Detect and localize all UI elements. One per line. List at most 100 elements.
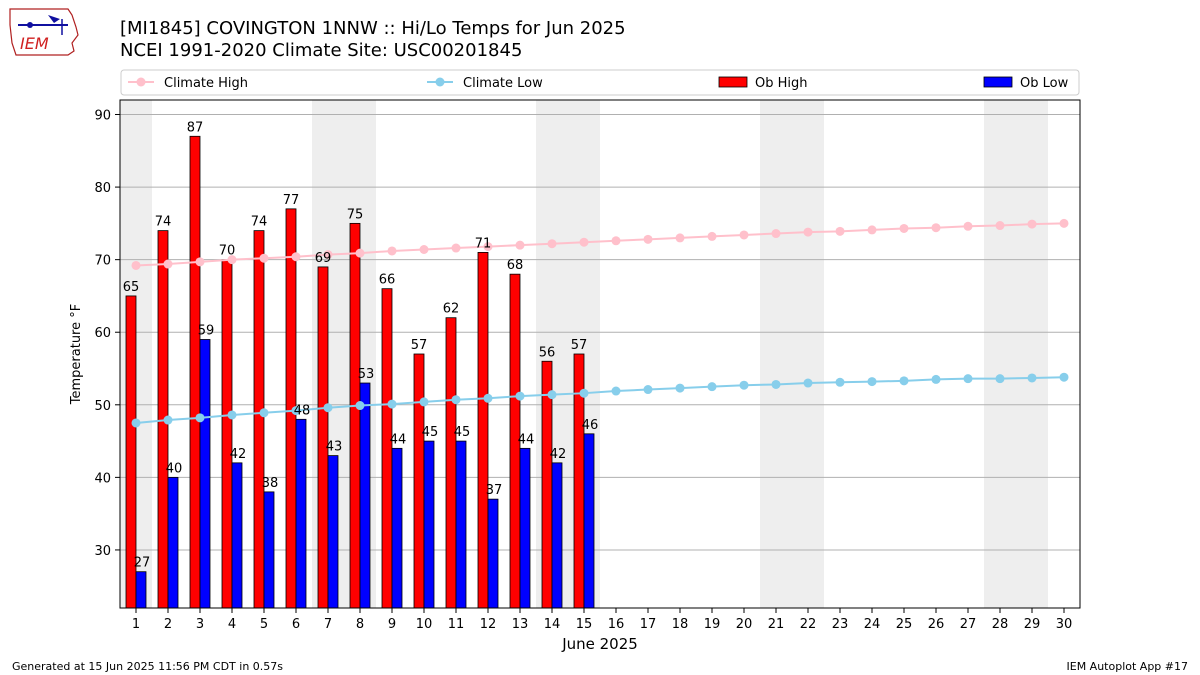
climate-high-point bbox=[803, 227, 813, 237]
x-tick-label: 19 bbox=[704, 617, 721, 632]
climate-high-point bbox=[643, 234, 653, 244]
climate-low-point bbox=[259, 408, 269, 418]
ob-low-label: 40 bbox=[166, 461, 183, 476]
ob-high-bar bbox=[221, 259, 233, 609]
ob-low-label: 45 bbox=[454, 425, 471, 440]
iowa-outline-icon bbox=[9, 8, 79, 56]
ob-low-bar bbox=[295, 418, 307, 609]
climate-low-point bbox=[483, 393, 493, 403]
climate-high-point bbox=[707, 231, 717, 241]
climate-low-point bbox=[387, 399, 397, 409]
climate-low-point bbox=[771, 379, 781, 389]
ob-high-bar bbox=[477, 251, 489, 609]
ob-high-label: 65 bbox=[123, 280, 140, 295]
climate-low-point bbox=[515, 391, 525, 401]
title-line-1: [MI1845] COVINGTON 1NNW :: Hi/Lo Temps f… bbox=[120, 18, 626, 39]
x-tick-label: 28 bbox=[992, 617, 1009, 632]
ob-low-bar bbox=[231, 462, 243, 609]
ob-low-bar bbox=[263, 491, 275, 609]
ob-high-label: 70 bbox=[219, 244, 236, 259]
ob-high-label: 75 bbox=[347, 207, 364, 222]
ob-low-bar bbox=[455, 440, 467, 609]
y-tick-label: 80 bbox=[94, 181, 111, 196]
iem-logo: IEM bbox=[9, 8, 79, 56]
climate-high-point bbox=[355, 248, 365, 258]
ob-high-bar bbox=[413, 353, 425, 609]
legend-swatch bbox=[983, 76, 1013, 88]
bars bbox=[125, 135, 595, 609]
climate-high-point bbox=[835, 226, 845, 236]
ob-low-label: 27 bbox=[134, 556, 151, 571]
ob-low-label: 44 bbox=[518, 432, 535, 447]
climate-low-point bbox=[451, 395, 461, 405]
ob-high-label: 56 bbox=[539, 345, 556, 360]
x-tick-label: 23 bbox=[832, 617, 849, 632]
legend-box bbox=[120, 69, 1080, 96]
ob-high-bar bbox=[445, 317, 457, 609]
climate-high-point bbox=[291, 252, 301, 262]
x-tick-label: 27 bbox=[960, 617, 977, 632]
ob-low-label: 53 bbox=[358, 367, 375, 382]
legend-marker bbox=[136, 77, 146, 87]
climate-low-point bbox=[803, 378, 813, 388]
ob-low-label: 42 bbox=[230, 447, 247, 462]
climate-high-point bbox=[515, 240, 525, 250]
climate-low-point bbox=[163, 415, 173, 425]
climate-high-point bbox=[771, 229, 781, 239]
legend-swatch bbox=[718, 76, 748, 88]
x-tick-label: 21 bbox=[768, 617, 785, 632]
ob-high-label: 68 bbox=[507, 258, 524, 273]
x-tick-label: 4 bbox=[228, 617, 236, 632]
climate-high-point bbox=[995, 221, 1005, 231]
legend-label: Climate High bbox=[164, 76, 248, 91]
climate-low-point bbox=[899, 376, 909, 386]
y-tick-label: 70 bbox=[94, 254, 111, 269]
climate-low-point bbox=[131, 418, 141, 428]
x-tick-label: 10 bbox=[416, 617, 433, 632]
climate-low-point bbox=[931, 374, 941, 384]
climate-high-point bbox=[867, 225, 877, 235]
y-tick-label: 60 bbox=[94, 326, 111, 341]
x-tick-label: 2 bbox=[164, 617, 172, 632]
climate-high-point bbox=[483, 242, 493, 252]
climate-low-point bbox=[739, 380, 749, 390]
climate-low-point bbox=[707, 382, 717, 392]
grid-lines bbox=[120, 114, 1080, 551]
ob-low-bar bbox=[423, 440, 435, 609]
climate-low-point bbox=[867, 377, 877, 387]
climate-high-point bbox=[899, 223, 909, 233]
footer-generated: Generated at 15 Jun 2025 11:56 PM CDT in… bbox=[12, 660, 284, 673]
x-tick-label: 1 bbox=[132, 617, 140, 632]
y-tick-label: 40 bbox=[94, 471, 111, 486]
x-tick-label: 13 bbox=[512, 617, 529, 632]
climate-high-point bbox=[963, 221, 973, 231]
logo-text: IEM bbox=[20, 34, 49, 53]
climate-low-point bbox=[323, 403, 333, 413]
ob-low-label: 42 bbox=[550, 447, 567, 462]
x-tick-label: 12 bbox=[480, 617, 497, 632]
ob-high-label: 74 bbox=[251, 215, 268, 230]
ob-high-label: 74 bbox=[155, 215, 172, 230]
climate-low-point bbox=[227, 410, 237, 420]
x-tick-label: 16 bbox=[608, 617, 625, 632]
ob-low-label: 44 bbox=[390, 432, 407, 447]
title-line-2: NCEI 1991-2020 Climate Site: USC00201845 bbox=[120, 40, 523, 61]
ob-low-label: 45 bbox=[422, 425, 439, 440]
climate-low-point bbox=[835, 377, 845, 387]
climate-high-point bbox=[1059, 218, 1069, 228]
ob-low-bar bbox=[519, 447, 531, 609]
bar-labels: 65 74 87 70 74 77 69 75 66 57 62 71 68 56 57 27 40 59 42 38… bbox=[123, 120, 599, 570]
ob-low-label: 59 bbox=[198, 323, 215, 338]
climate-low-point bbox=[963, 374, 973, 384]
climate-high-point bbox=[387, 246, 397, 256]
ob-low-bar bbox=[327, 455, 339, 609]
ob-low-label: 46 bbox=[582, 418, 599, 433]
climate-high-point bbox=[451, 243, 461, 253]
ob-high-bar bbox=[189, 135, 201, 609]
x-tick-label: 25 bbox=[896, 617, 913, 632]
climate-low-point bbox=[643, 385, 653, 395]
x-tick-label: 11 bbox=[448, 617, 465, 632]
x-tick-label: 22 bbox=[800, 617, 817, 632]
weekend-shade bbox=[984, 100, 1048, 608]
ob-high-bar bbox=[253, 230, 265, 609]
